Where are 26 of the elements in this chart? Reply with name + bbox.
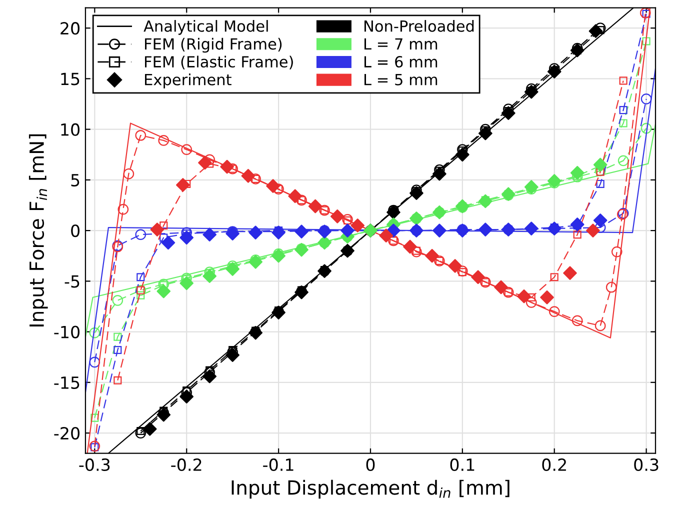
y-axis-title: Input Force F$_{in}$ [mN] [28,134,48,326]
x-tick-label: 0 [366,458,375,472]
x-tick-label: -0.2 [171,458,202,472]
x-axis-title: Input Displacement d$_{in}$ [mm] [232,480,510,499]
x-tick-label: -0.3 [79,458,110,472]
legend-label: Non-Preloaded [364,20,474,32]
legend-label: Experiment [145,74,232,88]
y-tick-label: -20 [54,426,80,440]
y-tick-label: -5 [64,275,80,288]
x-tick-label: 0.1 [450,458,474,472]
y-tick-label: -15 [54,376,80,389]
y-tick-label: 5 [71,174,80,186]
y-tick-label: 10 [61,123,80,136]
legend-label: FEM (Rigid Frame) [145,38,282,53]
y-tick-label: 0 [71,224,80,238]
legend-label: FEM (Elastic Frame) [145,56,293,70]
x-tick-label: -0.1 [263,458,294,472]
legend-label: Analytical Model [144,20,268,35]
x-tick-label: 0.3 [634,458,658,472]
y-tick-label: -10 [54,326,80,338]
x-tick-label: 0.2 [542,458,566,472]
y-tick-label: 15 [61,72,80,86]
legend-label: L = 7 mm [364,38,438,50]
y-tick-label: 20 [60,22,80,35]
legend-label: L = 5 mm [364,74,438,86]
legend-label: L = 6 mm [364,56,438,68]
